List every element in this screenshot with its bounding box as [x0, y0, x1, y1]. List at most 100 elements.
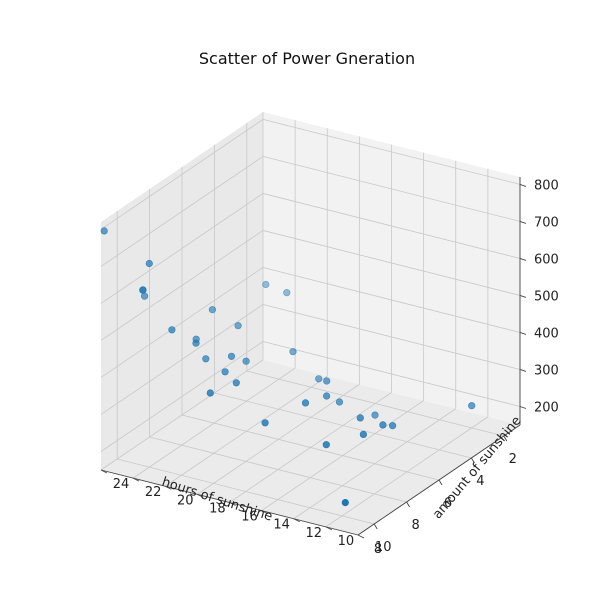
data-points: [100, 227, 476, 507]
data-point: [356, 414, 364, 422]
data-point: [323, 377, 331, 385]
grid-y-floor: [261, 400, 424, 511]
z-tick-mark: [519, 258, 527, 261]
y-tick-mark: [261, 510, 268, 515]
data-point: [227, 352, 236, 360]
data-point: [261, 419, 269, 427]
z-tick-mark: [519, 406, 527, 409]
grid-z-side: [100, 119, 264, 230]
y-tick-label: 14: [273, 518, 290, 533]
z-tick-label: 700: [534, 215, 559, 230]
z-tick-mark: [519, 183, 527, 187]
x-tick-label: 2: [509, 452, 517, 467]
z-tick-mark: [519, 369, 527, 372]
data-point: [208, 306, 216, 314]
data-point: [242, 357, 250, 365]
data-point: [202, 355, 210, 363]
grid-y-floor: [229, 392, 392, 503]
y-tick-mark: [165, 485, 172, 490]
data-point: [289, 348, 297, 356]
y-tick-label: 12: [305, 526, 322, 541]
y-tick-mark: [357, 534, 365, 539]
grid-z-back: [262, 193, 521, 259]
z-tick-mark: [519, 220, 527, 224]
tick-labels: 2468108101214161820222420030040050060070…: [100, 178, 559, 557]
y-tick-mark: [293, 518, 300, 523]
z-tick-label: 400: [534, 326, 559, 341]
grid-y-floor: [293, 408, 456, 520]
data-point: [262, 280, 270, 289]
x-tick-mark: [406, 501, 410, 508]
x-tick-label: 8: [411, 518, 419, 533]
data-point: [341, 499, 349, 507]
data-point: [389, 422, 397, 430]
grid-z-back: [262, 304, 521, 370]
z-tick-label: 300: [534, 363, 559, 378]
x-tick-label: 10: [375, 540, 392, 555]
data-point: [322, 441, 330, 449]
z-tick-mark: [519, 295, 527, 298]
x-tick-mark: [471, 457, 475, 464]
chart-title: Scatter of Power Gneration: [199, 49, 415, 68]
data-point: [100, 227, 108, 235]
z-tick-label: 800: [534, 178, 559, 193]
y-tick-label: 16: [241, 510, 258, 525]
data-point: [141, 292, 149, 300]
data-point: [335, 398, 344, 406]
x-tick-label: 6: [444, 496, 452, 511]
z-tick-label: 200: [534, 400, 559, 415]
grid-y-floor: [197, 384, 360, 495]
data-point: [206, 389, 214, 397]
z-tick-label: 500: [534, 289, 559, 304]
y-tick-mark: [132, 477, 140, 482]
y-tick-label: 20: [177, 493, 194, 508]
grid-z-back: [262, 119, 521, 185]
grid-z-back: [262, 341, 521, 407]
data-point: [359, 430, 368, 439]
data-point: [371, 411, 379, 419]
grid-z-side: [100, 193, 264, 304]
grid-z-back: [262, 230, 521, 296]
x-tick-mark: [373, 523, 378, 530]
y-tick-mark: [100, 469, 108, 474]
z-tick-mark: [519, 332, 527, 335]
grid-y-floor: [165, 375, 328, 487]
z-tick-label: 600: [534, 252, 559, 267]
data-point: [323, 392, 331, 400]
y-tick-mark: [197, 493, 204, 498]
data-point: [168, 326, 176, 334]
y-tick-label: 18: [209, 501, 226, 516]
data-point: [315, 375, 323, 383]
data-point: [145, 259, 153, 268]
data-point: [234, 322, 242, 330]
grid-y-floor: [132, 367, 296, 479]
data-point: [468, 402, 476, 410]
y-tick-label: 22: [145, 485, 162, 500]
x-tick-label: 4: [476, 474, 484, 489]
axis-panes: [101, 112, 520, 535]
x-tick-mark: [503, 435, 508, 442]
grid-z-back: [262, 156, 521, 222]
y-tick-label: 24: [113, 477, 130, 492]
data-point: [232, 379, 240, 387]
grid-z-side: [100, 341, 264, 452]
y-tick-label: 10: [338, 534, 355, 549]
data-point: [192, 339, 200, 347]
grid-z-side: [100, 230, 264, 341]
grid-lines: [100, 112, 521, 536]
grid-z-side: [100, 267, 264, 378]
x-tick-mark: [438, 479, 443, 486]
y-tick-mark: [325, 526, 333, 531]
y-tick-label: 8: [374, 542, 382, 557]
y-tick-mark: [229, 502, 236, 506]
data-point: [301, 399, 310, 407]
data-point: [379, 421, 387, 429]
data-point: [283, 289, 291, 297]
data-point: [221, 368, 229, 376]
grid-y-floor: [325, 416, 489, 528]
grid-y-floor: [100, 359, 264, 471]
grid-z-back: [262, 267, 521, 333]
grid-z-side: [100, 156, 264, 267]
data-point: [139, 286, 147, 294]
